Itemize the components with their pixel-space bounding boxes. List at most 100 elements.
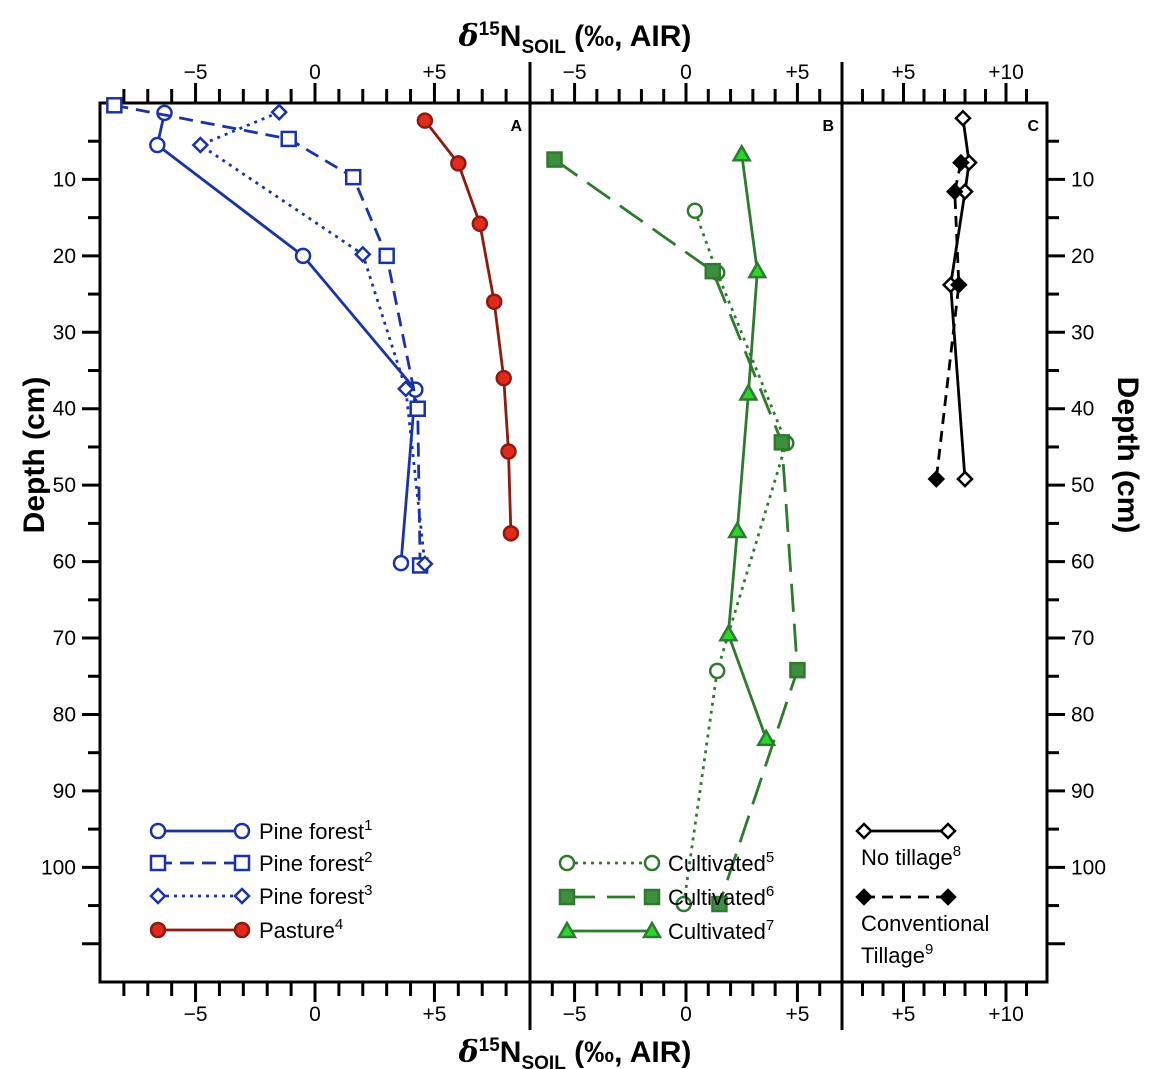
left-y-axis-title: Depth (cm): [18, 377, 51, 534]
data-point: [191, 136, 210, 154]
panel-letter: A: [510, 118, 522, 135]
legend-label-sup: 9: [925, 941, 933, 958]
y-tick-label-left: 50: [53, 474, 76, 497]
series-b-2: [546, 151, 806, 913]
x-tick-label-bottom: 0: [680, 1003, 692, 1026]
top-x-axis-title-post: (‰, AIR): [566, 20, 692, 53]
legend-label-sup: 5: [766, 849, 774, 866]
data-point: [409, 400, 426, 417]
top-x-axis-title: δ15NSOIL (‰, AIR): [458, 19, 692, 58]
legend-marker: [558, 888, 576, 906]
legend-marker: [643, 888, 661, 906]
data-point: [773, 434, 791, 451]
legend-label: Pasture4: [259, 916, 343, 943]
legend-label-sup: 3: [364, 882, 372, 899]
legend-label-sup: 7: [766, 917, 774, 934]
x-tick-label-top: +10: [988, 61, 1024, 84]
data-point: [727, 520, 748, 539]
series-line: [423, 119, 513, 534]
legend-marker: [855, 888, 873, 906]
y-tick-label-right: 100: [1071, 856, 1106, 879]
y-tick-label-right: 70: [1071, 627, 1094, 650]
y-tick-label-right: 80: [1071, 703, 1094, 726]
legend-label-sup: 8: [953, 843, 961, 860]
series-line: [114, 103, 422, 566]
legend-item: Conventional Tillage9: [855, 888, 989, 968]
bottom-x-axis-title-sub: SOIL: [521, 1053, 566, 1069]
x-tick-label-top: −5: [184, 61, 208, 84]
legend-label: Pine forest1: [259, 817, 373, 844]
legend-item: No tillage8: [855, 822, 961, 870]
data-point: [500, 443, 517, 460]
y-tick-label-right: 20: [1071, 245, 1094, 268]
legend-label-sup: 4: [335, 916, 343, 933]
legend-label: Cultivated6: [668, 883, 774, 910]
legend-marker: [149, 887, 167, 905]
legend-label-sup: 1: [364, 817, 372, 834]
legend-label-text: Pine forest: [259, 819, 364, 844]
y-tick-label-right: 50: [1071, 474, 1094, 497]
data-point: [502, 525, 520, 542]
panel-c: +5 +5 +10 +10 C: [861, 61, 1039, 1026]
legend-label: Pine forest2: [259, 849, 373, 876]
legend-label-text: Conventional: [861, 911, 989, 936]
legend-label: Cultivated5: [668, 849, 774, 876]
x-tick-label-bottom: 0: [309, 1003, 321, 1026]
legend-label-text: Pasture: [259, 918, 335, 943]
data-point: [416, 112, 434, 129]
top-x-axis-title-sub: SOIL: [521, 37, 566, 58]
y-tick-label-left: 60: [53, 551, 76, 574]
series-a-1: [149, 104, 424, 572]
legend-marker: [643, 854, 661, 872]
bottom-x-axis-title-sup: 15: [479, 1035, 501, 1056]
data-point: [686, 202, 704, 220]
series-line: [155, 112, 417, 564]
legend-marker: [558, 854, 576, 872]
x-tick-label-bottom: −5: [184, 1003, 208, 1026]
data-point: [471, 215, 489, 233]
data-point: [149, 136, 166, 154]
x-tick-label-bottom: +5: [892, 1003, 916, 1026]
data-point: [280, 130, 297, 148]
legend-item: Pine forest3: [149, 882, 373, 909]
x-tick-label-bottom: +10: [988, 1003, 1024, 1026]
series-c-2: [927, 153, 970, 488]
legend-marker: [939, 888, 957, 906]
legend-label: No tillage8: [861, 843, 961, 870]
data-point: [704, 262, 721, 280]
x-tick-label-bottom: +5: [785, 1003, 809, 1026]
data-point: [952, 153, 970, 172]
panel-a: −5 −5 0 0 +5 +5 A: [106, 61, 522, 1026]
y-tick-label-right: 40: [1071, 398, 1094, 421]
y-tick-label-right: 10: [1071, 168, 1094, 191]
data-point: [485, 293, 503, 310]
legend-label: Cultivated7: [668, 917, 774, 944]
legend-panel-b: Cultivated5 Cultivated6 Cultivated7: [556, 849, 774, 944]
legend-marker: [556, 920, 578, 939]
x-tick-label-top: +5: [892, 61, 916, 84]
legend-marker: [233, 887, 251, 905]
y-tick-label-left: 30: [53, 321, 76, 344]
right-y-axis-title: Depth (cm): [1111, 377, 1144, 534]
x-tick-label-top: +5: [785, 61, 809, 84]
data-point: [756, 728, 777, 747]
series-b-3: [718, 143, 777, 747]
x-tick-label-top: 0: [309, 61, 321, 84]
y-tick-label-right: 90: [1071, 780, 1094, 803]
data-point: [950, 276, 968, 294]
legend-marker: [233, 921, 251, 939]
data-point: [106, 97, 123, 114]
y-tick-label-left: 10: [53, 168, 76, 191]
legend-marker: [149, 822, 167, 840]
bottom-x-axis-title-main: N: [500, 1036, 522, 1069]
legend-label: Pine forest3: [259, 882, 373, 909]
top-x-axis-title-sup: 15: [479, 19, 501, 40]
data-point: [270, 103, 288, 121]
y-tick-label-left: 80: [53, 703, 76, 726]
x-tick-label-top: 0: [680, 61, 692, 84]
panel-letter: C: [1027, 118, 1039, 135]
data-point: [954, 109, 972, 128]
data-point: [397, 380, 415, 398]
series-a-2: [106, 97, 429, 574]
